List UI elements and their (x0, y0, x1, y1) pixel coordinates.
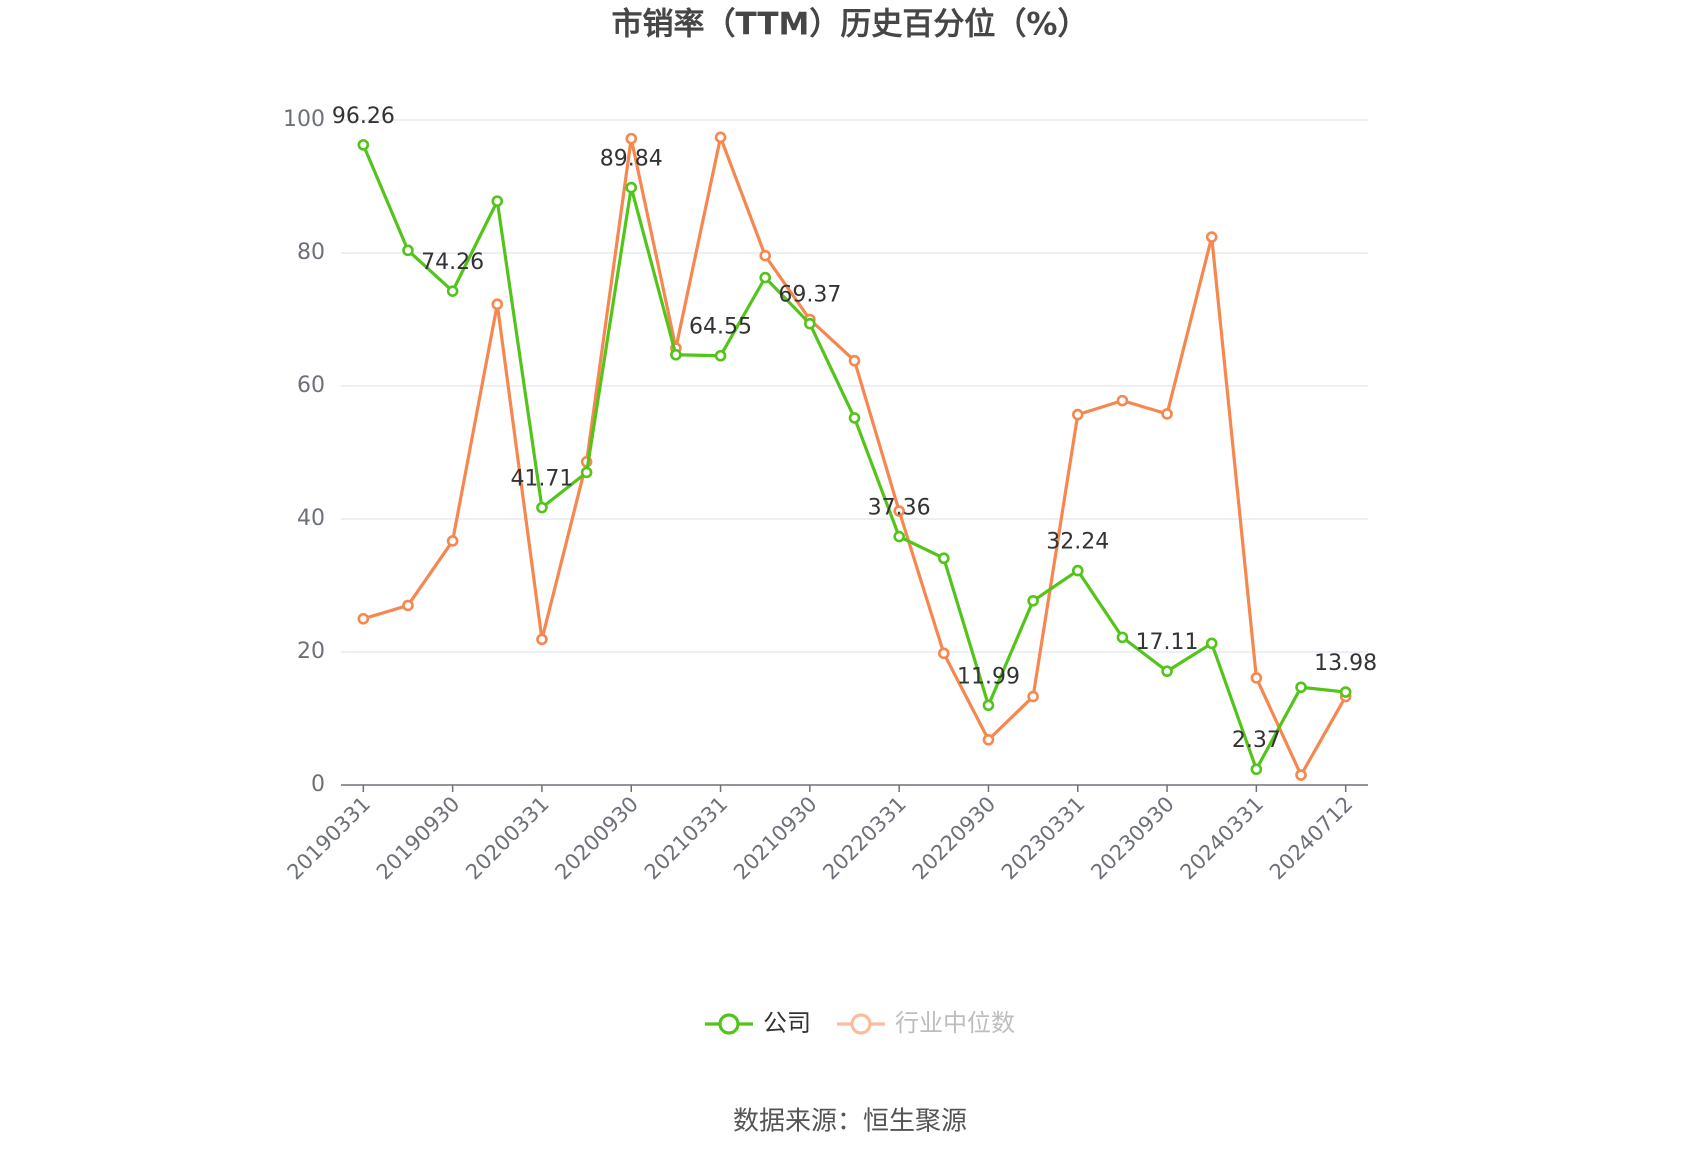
data-label: 69.37 (778, 283, 841, 308)
data-point (1295, 681, 1307, 694)
data-point (625, 132, 638, 145)
source-note: 数据来源：恒生聚源 (733, 1107, 967, 1137)
data-point (982, 699, 995, 712)
data-point (491, 298, 504, 311)
y-tick-label: 0 (311, 772, 325, 797)
data-label: 17.11 (1136, 630, 1199, 655)
data-point (1205, 231, 1218, 243)
data-point (1250, 672, 1263, 684)
data-point (1339, 686, 1352, 698)
x-tick-label: 20220331 (818, 792, 911, 885)
data-point (1071, 408, 1084, 421)
y-tick-label: 20 (297, 639, 325, 664)
y-tick-label: 100 (283, 107, 325, 132)
data-point (759, 249, 771, 262)
data-label: 32.24 (1046, 530, 1109, 555)
data-point (1027, 690, 1039, 703)
data-label: 89.84 (600, 147, 663, 172)
data-label: 74.26 (421, 250, 484, 275)
x-tick-label: 20200331 (461, 792, 554, 885)
series-line (361, 144, 1346, 771)
legend-item: 行业中位数 (837, 1009, 1015, 1037)
data-label: 13.98 (1314, 651, 1377, 676)
data-point (536, 501, 548, 514)
data-point (446, 535, 459, 547)
data-point (804, 317, 816, 330)
data-label: 64.55 (689, 315, 752, 340)
data-point (1161, 408, 1173, 420)
data-point (1250, 763, 1263, 776)
x-tick-label: 20230331 (997, 792, 1090, 885)
data-point (402, 599, 414, 612)
x-tick-label: 20210930 (729, 792, 822, 885)
data-point (714, 349, 727, 362)
x-tick-label: 20200930 (550, 792, 643, 885)
data-point (357, 612, 370, 625)
chart-title: 市销率（TTM）历史百分位（%） (612, 7, 1089, 43)
legend-label: 公司 (763, 1009, 811, 1037)
data-point (1116, 631, 1129, 644)
data-point (536, 633, 548, 646)
data-point (670, 348, 682, 361)
x-tick-label: 20220930 (908, 792, 1001, 885)
data-point (848, 354, 861, 367)
data-point (446, 285, 459, 297)
x-tick-label: 20190930 (372, 792, 465, 885)
legend-label: 行业中位数 (895, 1009, 1015, 1037)
data-point (938, 552, 950, 565)
data-label: 37.36 (868, 496, 931, 521)
x-tick-label: 20210331 (640, 792, 733, 885)
data-label: 11.99 (957, 664, 1020, 689)
data-point (848, 412, 861, 424)
data-point (759, 271, 771, 284)
data-point (714, 131, 727, 144)
data-point (1295, 769, 1307, 781)
data-point (625, 181, 638, 194)
y-tick-label: 80 (297, 240, 325, 265)
data-point (893, 505, 905, 517)
data-point (1161, 665, 1173, 678)
x-tick-label: 20230930 (1086, 792, 1179, 885)
data-point (357, 139, 370, 151)
x-tick-label: 20190331 (283, 792, 376, 885)
data-label: 96.26 (332, 104, 395, 129)
data-point (1116, 394, 1129, 407)
x-tick-label: 20240712 (1265, 792, 1358, 885)
data-label: 2.37 (1232, 728, 1281, 753)
data-point (580, 466, 593, 479)
data-point (893, 530, 905, 543)
y-tick-label: 60 (297, 373, 325, 398)
data-point (1071, 564, 1084, 577)
data-point (1205, 637, 1218, 650)
data-point (402, 244, 414, 257)
legend-item: 公司 (705, 1009, 811, 1037)
y-tick-label: 40 (297, 506, 325, 531)
x-tick-label: 20240331 (1176, 792, 1269, 885)
series-line (362, 135, 1348, 777)
data-point (982, 733, 995, 746)
legend-marker (718, 1013, 740, 1035)
data-point (491, 195, 504, 207)
data-point (938, 647, 950, 660)
data-point (1027, 594, 1039, 607)
legend-marker (850, 1013, 872, 1035)
data-label: 41.71 (510, 467, 573, 492)
